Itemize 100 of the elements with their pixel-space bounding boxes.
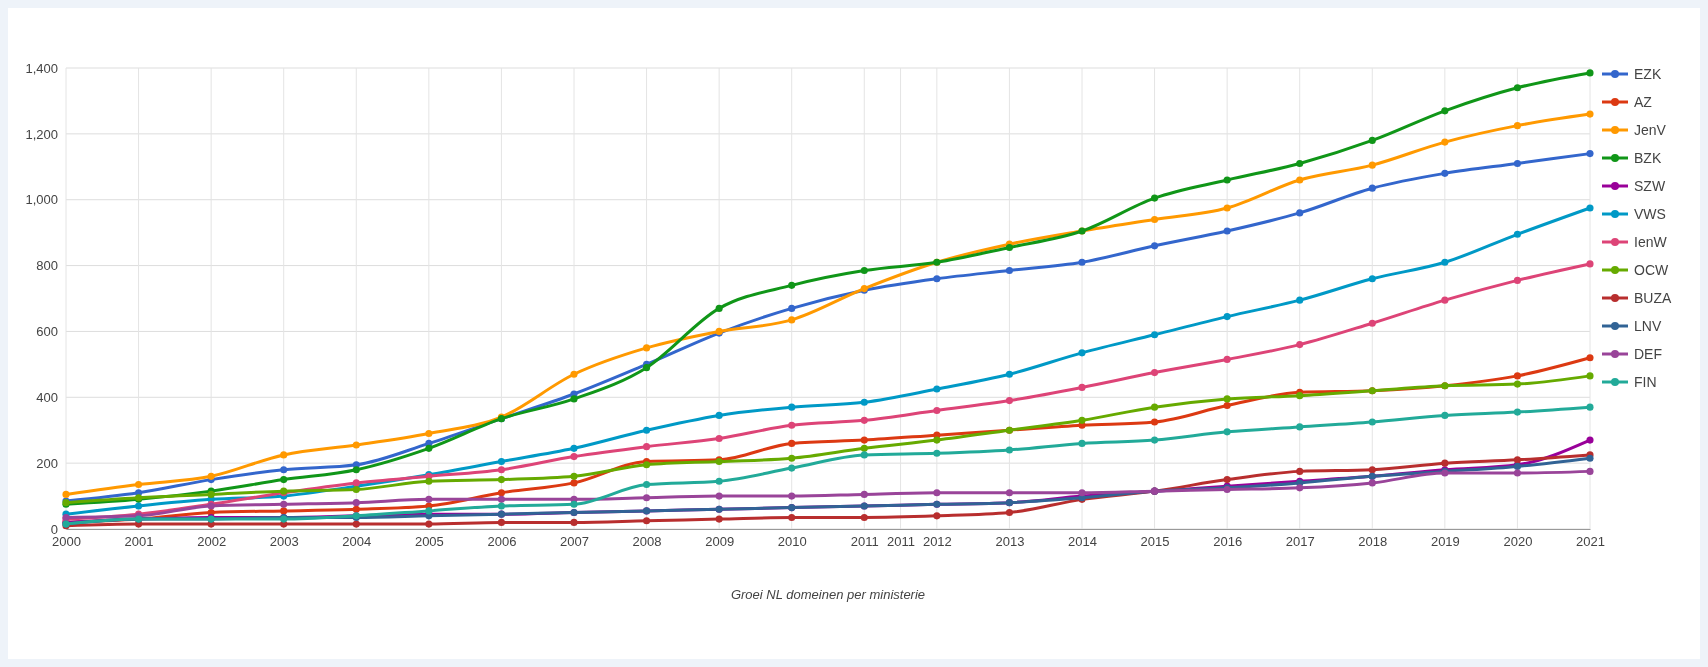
x-tick-label: 2008 <box>632 534 662 550</box>
x-tick-label: 2012 <box>922 534 952 550</box>
y-tick-label: 400 <box>36 389 58 405</box>
point <box>788 464 796 472</box>
x-tick-label: 2001 <box>124 534 154 550</box>
x-tick-label: 2016 <box>1213 534 1243 550</box>
point <box>570 395 578 403</box>
point <box>1586 110 1594 118</box>
x-tick-label: 2018 <box>1358 534 1388 550</box>
point <box>860 266 868 275</box>
point <box>570 444 578 452</box>
point <box>643 364 651 372</box>
point <box>352 466 360 474</box>
point <box>1296 467 1304 475</box>
y-tick-label: 200 <box>36 455 58 471</box>
point <box>788 439 796 447</box>
point <box>1368 136 1376 144</box>
x-tick-label: 2011 <box>887 534 916 550</box>
point <box>1296 176 1304 184</box>
point <box>497 457 505 466</box>
point <box>1151 215 1159 224</box>
x-tick-label: 2013 <box>995 534 1025 550</box>
point <box>425 477 433 485</box>
point <box>788 454 796 462</box>
point <box>1441 258 1449 266</box>
x-tick-label: 2015 <box>1140 534 1170 550</box>
x-tick-label: 2004 <box>342 534 372 550</box>
point <box>715 492 723 500</box>
y-tick-label: 1,000 <box>25 192 58 208</box>
point <box>1223 428 1231 436</box>
point <box>933 406 941 415</box>
legend-label: AZ <box>1634 93 1653 110</box>
point <box>1078 416 1086 424</box>
point <box>860 416 868 424</box>
point <box>280 451 288 459</box>
point <box>1078 383 1086 391</box>
point <box>1368 275 1376 283</box>
point <box>933 489 941 497</box>
point <box>62 490 70 498</box>
point <box>1223 204 1231 212</box>
y-tick-label: 0 <box>50 521 58 537</box>
legend-label: SZW <box>1634 177 1666 194</box>
point <box>1005 243 1013 252</box>
legend-label: LNV <box>1634 317 1662 334</box>
x-tick-label: 2010 <box>777 534 807 550</box>
legend-label: FIN <box>1634 373 1657 390</box>
point <box>715 434 723 443</box>
point <box>1005 446 1013 454</box>
point <box>860 513 868 522</box>
point <box>1368 466 1376 474</box>
point <box>1513 469 1521 477</box>
point <box>933 436 941 444</box>
point <box>425 444 433 452</box>
x-tick-label: 2003 <box>269 534 299 550</box>
point <box>1513 408 1521 416</box>
point <box>570 518 578 526</box>
legend-label: JenV <box>1634 121 1667 138</box>
y-tick-label: 800 <box>36 258 58 274</box>
point <box>497 476 505 484</box>
point <box>497 495 505 503</box>
point <box>643 443 651 451</box>
point <box>1223 395 1231 403</box>
point <box>1513 159 1521 168</box>
point <box>1223 176 1231 184</box>
point <box>1005 370 1013 378</box>
y-tick-label: 1,200 <box>25 126 58 142</box>
x-tick-label: 2020 <box>1503 534 1533 550</box>
point <box>788 316 796 324</box>
point <box>1151 369 1159 377</box>
x-tick-label: 2017 <box>1285 534 1315 550</box>
legend-label: IenW <box>1634 233 1668 250</box>
point <box>1296 484 1304 492</box>
point <box>1151 436 1159 444</box>
y-tick-label: 1,400 <box>25 60 58 76</box>
point <box>1296 423 1304 431</box>
legend-label: BZK <box>1634 149 1662 166</box>
point <box>860 444 868 452</box>
x-tick-label: 2014 <box>1068 534 1097 550</box>
point <box>207 472 215 480</box>
point <box>280 507 288 515</box>
point <box>135 480 143 489</box>
point <box>643 344 651 352</box>
point <box>570 453 578 461</box>
x-axis-title: Groei NL domeinen per ministerie <box>730 587 926 602</box>
legend-label: EZK <box>1634 65 1662 82</box>
point <box>643 494 651 502</box>
point <box>1513 122 1521 130</box>
point <box>643 517 651 525</box>
point <box>860 490 868 498</box>
point <box>1513 230 1521 238</box>
legend-label: OCW <box>1634 261 1669 278</box>
point <box>352 499 360 507</box>
point <box>1441 296 1449 304</box>
point <box>1441 411 1449 419</box>
point <box>1441 138 1449 146</box>
x-tick-label: 2005 <box>414 534 444 550</box>
point <box>1586 372 1594 380</box>
point <box>860 436 868 444</box>
point <box>1151 403 1159 411</box>
point <box>933 275 941 283</box>
